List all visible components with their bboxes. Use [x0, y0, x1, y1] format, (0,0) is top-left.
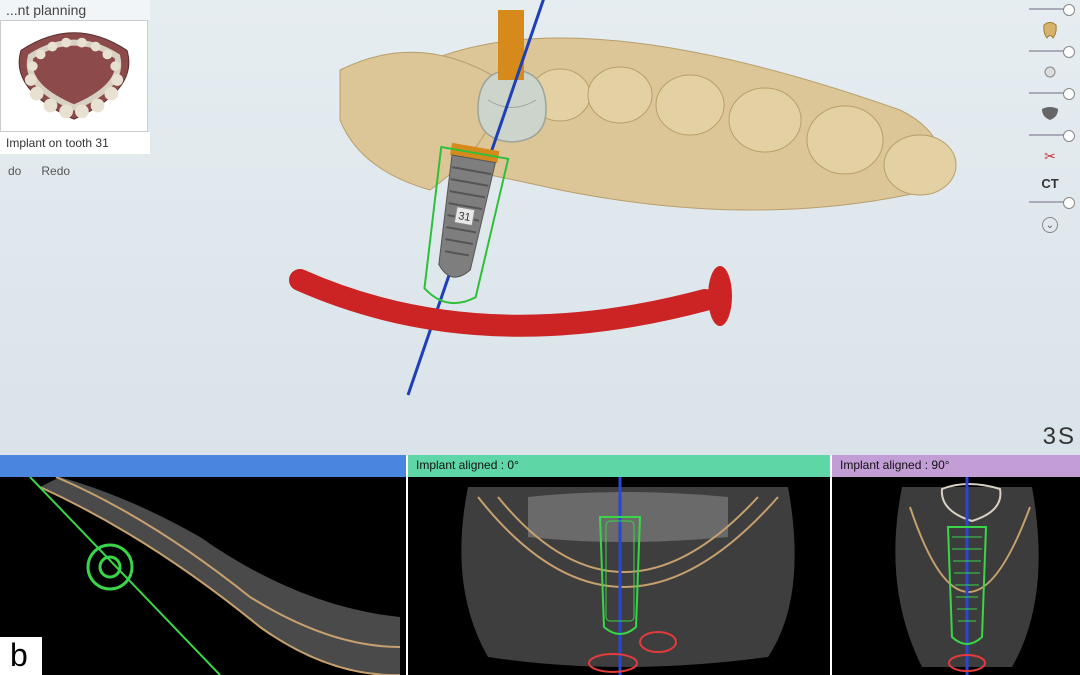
ct-label: CT [1041, 176, 1058, 191]
app-root: 31 3S ...nt planning [0, 0, 1080, 675]
circle-icon[interactable] [1040, 62, 1060, 82]
undo-button[interactable]: do [8, 164, 21, 178]
ct-pane-header-1 [0, 455, 406, 477]
ct-pane-row: b Implant aligned : 0° [0, 455, 1080, 675]
ct-slider[interactable] [1029, 201, 1071, 203]
tooth-number-label: 31 [457, 210, 471, 224]
right-tool-strip: ✂ CT ⌄ [1020, 4, 1080, 233]
ct-pane-coronal[interactable]: Implant aligned : 0° [406, 455, 830, 675]
tooth-icon[interactable] [1040, 20, 1060, 40]
nerve-canal [300, 266, 732, 326]
opacity-slider-3[interactable] [1029, 92, 1071, 94]
panel-title: ...nt planning [0, 0, 150, 20]
brand-logo: 3S [1043, 423, 1076, 451]
jaw-icon[interactable] [1040, 104, 1060, 124]
crown [478, 70, 546, 142]
expand-chevron-icon[interactable]: ⌄ [1042, 217, 1058, 233]
scene-3d-svg: 31 [0, 0, 1080, 455]
redo-button[interactable]: Redo [41, 164, 70, 178]
opacity-slider-2[interactable] [1029, 50, 1071, 52]
ct-pane-axial[interactable]: b [0, 455, 406, 675]
viewport-3d[interactable]: 31 3S [0, 0, 1080, 455]
opacity-slider-1[interactable] [1029, 8, 1071, 10]
figure-label-b: b [0, 637, 42, 675]
ct-pane-sagittal[interactable]: Implant aligned : 90° [830, 455, 1080, 675]
opacity-slider-4[interactable] [1029, 134, 1071, 136]
ct-pane-header-3: Implant aligned : 90° [832, 455, 1080, 477]
scissors-icon[interactable]: ✂ [1040, 146, 1060, 166]
left-panel: ...nt planning Implant on tooth 31 do Re… [0, 0, 150, 178]
ct-pane-header-2: Implant aligned : 0° [408, 455, 830, 477]
thumbnail-caption: Implant on tooth 31 [0, 132, 150, 154]
jaw-thumbnail[interactable] [0, 20, 148, 132]
